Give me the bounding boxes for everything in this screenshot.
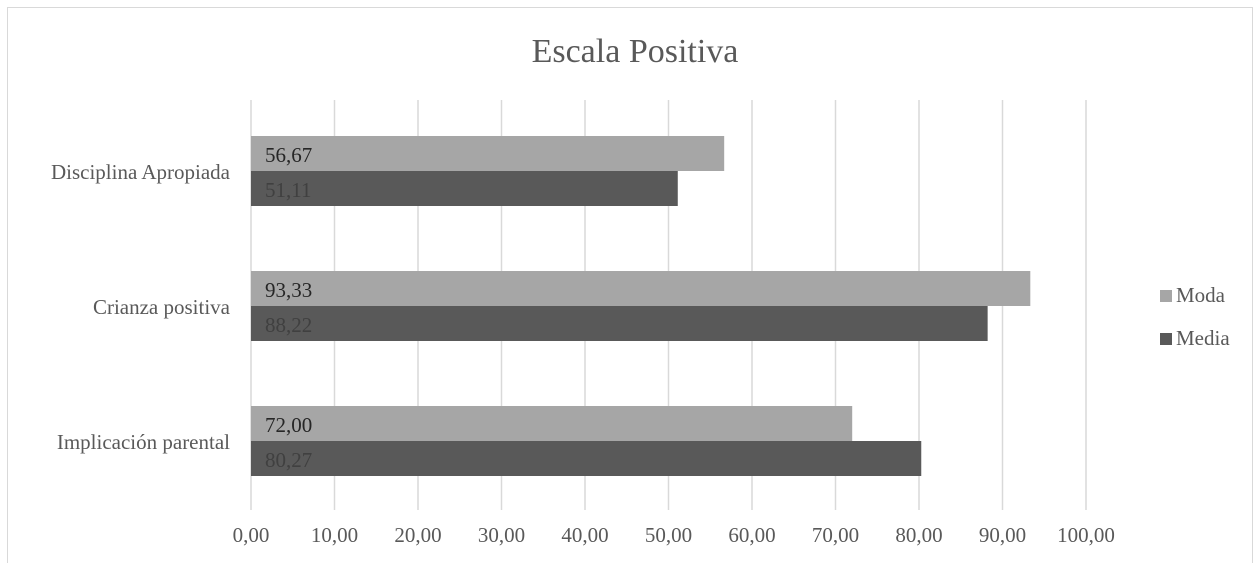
legend-swatch-media <box>1160 333 1172 345</box>
legend-label-media: Media <box>1176 326 1230 350</box>
chart-title: Escala Positiva <box>532 33 739 70</box>
legend: Moda Media <box>1160 283 1230 350</box>
x-tick-label: 60,00 <box>728 523 775 547</box>
category-label: Disciplina Apropiada <box>51 160 231 184</box>
data-label: 88,22 <box>265 313 312 337</box>
x-tick-label: 40,00 <box>561 523 608 547</box>
data-label: 56,67 <box>265 143 312 167</box>
bar-moda <box>251 136 725 171</box>
data-labels: 56,67 51,11 93,33 88,22 72,00 80,27 <box>265 143 312 472</box>
x-tick-label: 90,00 <box>979 523 1026 547</box>
bar-media <box>251 441 922 476</box>
category-labels: Disciplina Apropiada Crianza positiva Impl… <box>51 160 231 454</box>
x-tick-label: 20,00 <box>394 523 441 547</box>
legend-label-moda: Moda <box>1176 283 1226 307</box>
bar-moda <box>251 406 853 441</box>
category-label: Implicación parental <box>57 430 230 454</box>
bar-moda <box>251 271 1031 306</box>
bar-media <box>251 171 678 206</box>
x-tick-label: 10,00 <box>311 523 358 547</box>
data-label: 80,27 <box>265 448 312 472</box>
chart-frame <box>7 7 1253 563</box>
data-label: 51,11 <box>265 178 311 202</box>
x-tick-label: 80,00 <box>895 523 942 547</box>
data-label: 93,33 <box>265 278 312 302</box>
x-tick-label: 100,00 <box>1057 523 1115 547</box>
x-tick-labels: 0,00 10,00 20,00 30,00 40,00 50,00 60,00 70,00 8… <box>233 523 1115 547</box>
legend-swatch-moda <box>1160 290 1172 302</box>
bars-layer <box>251 136 1031 476</box>
x-tick-label: 50,00 <box>645 523 692 547</box>
x-tick-label: 30,00 <box>478 523 525 547</box>
data-label: 72,00 <box>265 413 312 437</box>
bar-media <box>251 306 988 341</box>
category-label: Crianza positiva <box>93 295 231 319</box>
x-tick-label: 70,00 <box>812 523 859 547</box>
x-tick-label: 0,00 <box>233 523 270 547</box>
